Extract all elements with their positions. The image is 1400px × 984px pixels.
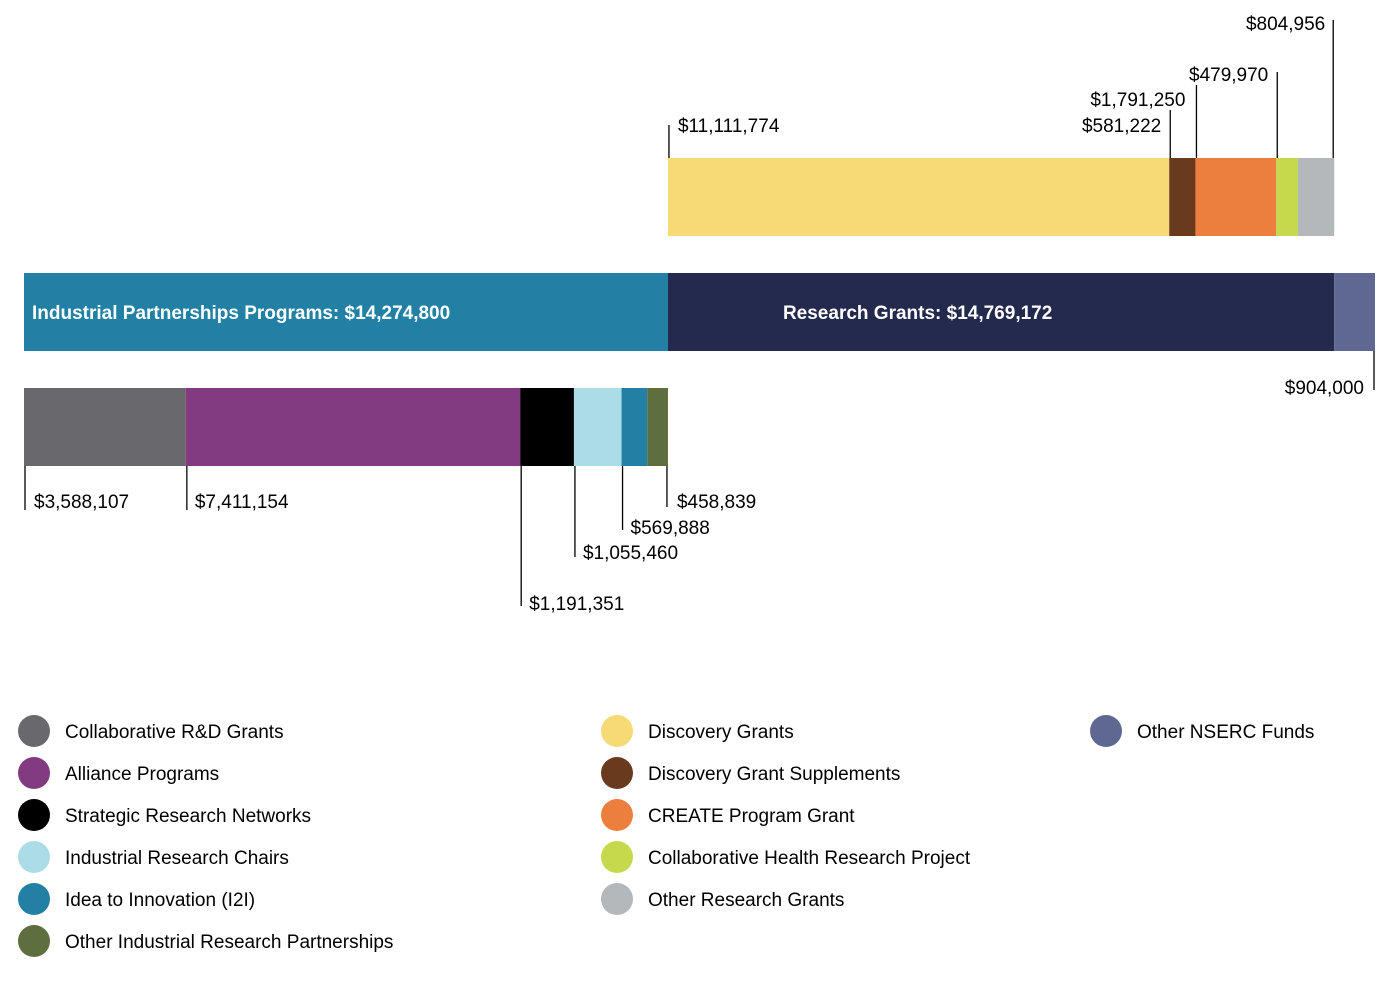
legend-label-collaborative-health-research-project: Collaborative Health Research Project xyxy=(648,848,971,869)
discovery-grant-supplements-value-label: $581,222 xyxy=(1082,116,1161,137)
legend-label-create-program-grant: CREATE Program Grant xyxy=(648,806,855,827)
legend-swatch-strategic-research-networks xyxy=(18,799,50,831)
research-segment-create-program-grant xyxy=(1195,158,1277,236)
industrial-segment-other-industrial-research-partnerships xyxy=(647,388,668,466)
legend-label-collaborative-r-d-grants: Collaborative R&D Grants xyxy=(65,722,284,743)
industrial-segment-strategic-research-networks xyxy=(520,388,574,466)
legend-swatch-idea-to-innovation-i2i xyxy=(18,883,50,915)
legend-label-other-nserc-funds: Other NSERC Funds xyxy=(1137,722,1314,743)
total-bar-research-grants xyxy=(667,273,1335,351)
total-bar-other-nserc-funds xyxy=(1334,273,1375,351)
other-research-grants-value-label: $804,956 xyxy=(1246,14,1325,35)
industrial-segment-industrial-research-chairs xyxy=(573,388,622,466)
industrial-segment-collaborative-r-d-grants xyxy=(24,388,186,466)
collaborative-health-research-project-value-label: $479,970 xyxy=(1189,65,1268,86)
legend-swatch-other-industrial-research-partnerships xyxy=(18,925,50,957)
research-segment-discovery-grant-supplements xyxy=(1169,158,1196,236)
legend-swatch-other-nserc-funds xyxy=(1090,715,1122,747)
legend-label-alliance-programs: Alliance Programs xyxy=(65,764,219,785)
legend-label-discovery-grant-supplements: Discovery Grant Supplements xyxy=(648,764,900,785)
industrial-segment-alliance-programs xyxy=(185,388,521,466)
research-segment-other-research-grants xyxy=(1297,158,1335,236)
industrial-research-chairs-value-label: $1,055,460 xyxy=(583,543,678,564)
legend-label-other-research-grants: Other Research Grants xyxy=(648,890,844,911)
create-program-grant-value-label: $1,791,250 xyxy=(1090,90,1185,111)
legend-label-discovery-grants: Discovery Grants xyxy=(648,722,794,743)
legend-swatch-industrial-research-chairs xyxy=(18,841,50,873)
legend-label-other-industrial-research-partnerships: Other Industrial Research Partnerships xyxy=(65,932,393,953)
other-industrial-research-partnerships-value-label: $458,839 xyxy=(677,492,756,513)
alliance-programs-value-label: $7,411,154 xyxy=(195,492,289,513)
other-nserc-value-label: $904,000 xyxy=(1285,378,1364,399)
legend-swatch-collaborative-r-d-grants xyxy=(18,715,50,747)
legend-label-strategic-research-networks: Strategic Research Networks xyxy=(65,806,311,827)
legend-swatch-alliance-programs xyxy=(18,757,50,789)
collaborative-r-d-grants-value-label: $3,588,107 xyxy=(34,492,129,513)
research-segment-discovery-grants xyxy=(667,158,1170,236)
legend-swatch-discovery-grant-supplements xyxy=(601,757,633,789)
legend-label-industrial-research-chairs: Industrial Research Chairs xyxy=(65,848,289,869)
strategic-research-networks-value-label: $1,191,351 xyxy=(529,594,624,615)
idea-to-innovation-i2i-value-label: $569,888 xyxy=(631,518,710,539)
legend-label-idea-to-innovation-i2i: Idea to Innovation (I2I) xyxy=(65,890,255,911)
research-grants-label: Research Grants: $14,769,172 xyxy=(783,303,1052,324)
legend-swatch-create-program-grant xyxy=(601,799,633,831)
total-bar-industrial-partnerships-programs xyxy=(24,273,668,351)
discovery-grants-value-label: $11,111,774 xyxy=(678,116,780,137)
legend-swatch-discovery-grants xyxy=(601,715,633,747)
research-segment-collaborative-health-research-project xyxy=(1276,158,1298,236)
legend-swatch-other-research-grants xyxy=(601,883,633,915)
industrial-partnerships-label: Industrial Partnerships Programs: $14,27… xyxy=(32,303,450,324)
legend-swatch-collaborative-health-research-project xyxy=(601,841,633,873)
industrial-segment-idea-to-innovation-i2i xyxy=(621,388,648,466)
